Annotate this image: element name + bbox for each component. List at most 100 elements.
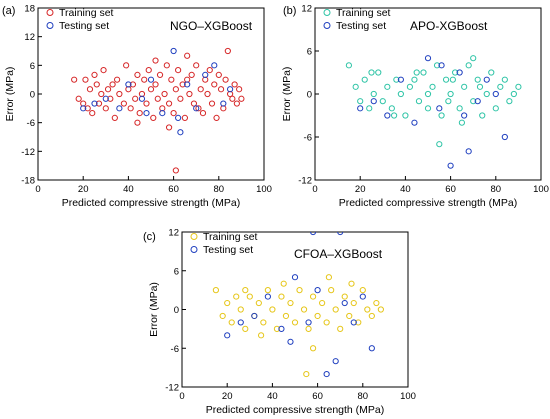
data-point: [476, 83, 484, 90]
x-tick-label: 0: [179, 391, 184, 402]
data-point: [341, 299, 348, 307]
y-tick-label: 0: [174, 305, 179, 316]
x-tick-label: 60: [168, 184, 179, 195]
data-point: [384, 83, 391, 90]
data-point: [278, 293, 285, 300]
data-point: [433, 62, 441, 69]
y-tick-label: 6: [307, 47, 312, 58]
data-point: [111, 114, 118, 121]
data-point: [202, 71, 209, 78]
data-point: [264, 287, 271, 294]
data-point: [273, 325, 281, 332]
data-point: [100, 67, 107, 74]
data-point: [172, 86, 179, 93]
data-point: [177, 129, 184, 136]
data-point: [212, 287, 219, 294]
y-tick-label: -6: [27, 118, 35, 129]
y-axis-label: Error (MPa): [4, 67, 16, 122]
data-point: [175, 67, 182, 74]
y-tick-label: 12: [301, 4, 312, 15]
y-tick-label: -6: [171, 344, 179, 355]
data-point: [165, 100, 173, 107]
data-point: [229, 95, 236, 102]
data-point: [213, 114, 220, 121]
data-point: [156, 71, 164, 78]
data-point: [222, 76, 229, 83]
legend-marker: [46, 9, 54, 16]
data-point: [145, 67, 152, 74]
data-point: [217, 86, 225, 93]
data-point: [211, 62, 218, 69]
data-point: [309, 345, 317, 352]
data-point: [373, 299, 380, 307]
data-point: [255, 299, 262, 307]
x-tick-label: 80: [491, 184, 502, 195]
legend-marker: [323, 9, 331, 16]
data-point: [287, 299, 294, 307]
x-tick-label: 100: [256, 184, 272, 195]
data-point: [325, 274, 332, 281]
data-point: [352, 83, 359, 90]
data-point: [120, 100, 127, 107]
data-point: [393, 76, 400, 83]
data-point: [143, 110, 150, 117]
x-tick-label: 20: [355, 184, 366, 195]
data-point: [305, 325, 312, 332]
data-point: [359, 293, 366, 300]
data-point: [345, 62, 352, 69]
data-point: [152, 57, 159, 64]
data-point: [341, 293, 348, 300]
data-point: [397, 76, 404, 83]
legend-marker: [323, 22, 331, 29]
scatter-panel-3: (c) CFOA–XGBoost 0 20 40 60 80 100 -12 -6 0 6 12 Pred…: [143, 228, 416, 417]
data-point: [159, 110, 166, 117]
data-point: [188, 71, 195, 78]
data-point: [165, 124, 173, 131]
data-point: [161, 90, 168, 98]
data-point: [456, 69, 463, 76]
data-point: [208, 100, 216, 107]
data-point: [177, 95, 184, 102]
data-point: [452, 69, 459, 76]
data-point: [474, 98, 481, 105]
legend-marker: [46, 22, 54, 29]
data-point: [445, 98, 452, 105]
panel-label: (c): [143, 231, 156, 243]
data-point: [71, 76, 78, 83]
data-point: [506, 98, 513, 105]
data-point: [80, 105, 87, 112]
data-point: [204, 90, 211, 98]
data-point: [251, 312, 258, 320]
data-point: [154, 95, 161, 102]
data-point: [397, 90, 404, 98]
data-point: [370, 90, 377, 98]
scatter-panel-2: (b) APO-XGBoost 0 20 40 60 80 100 -12 -6 0 6 12 Predi…: [281, 4, 549, 210]
y-tick-label: 6: [30, 61, 35, 72]
data-point: [411, 119, 418, 126]
data-point: [296, 287, 303, 294]
data-point: [282, 312, 290, 320]
data-point: [95, 100, 103, 107]
data-point: [86, 86, 94, 93]
data-point: [436, 141, 443, 148]
data-point: [170, 110, 177, 117]
data-point: [388, 105, 395, 112]
data-point: [147, 86, 155, 93]
data-point: [246, 293, 253, 300]
data-point: [138, 95, 146, 102]
data-point: [501, 76, 508, 83]
x-tick-label: 40: [123, 184, 134, 195]
y-tick-label: -6: [304, 133, 312, 144]
data-point: [323, 319, 330, 326]
data-point: [309, 232, 317, 236]
data-point: [411, 76, 418, 83]
data-point: [465, 62, 472, 69]
data-point: [447, 90, 454, 98]
data-point: [442, 76, 450, 83]
data-point: [357, 98, 364, 105]
data-point: [474, 76, 481, 83]
data-point: [211, 81, 218, 88]
data-point: [488, 69, 495, 76]
data-point: [300, 306, 308, 313]
data-point: [91, 71, 98, 78]
